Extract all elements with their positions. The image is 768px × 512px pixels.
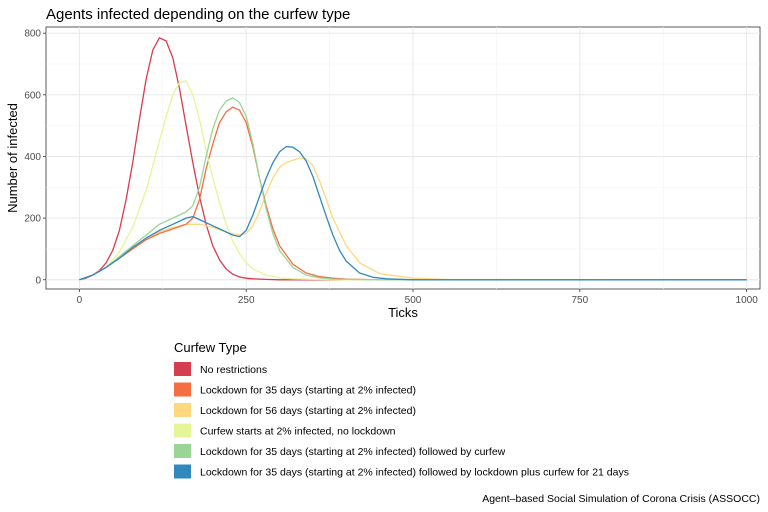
legend-label: Lockdown for 35 days (starting at 2% inf…: [200, 385, 416, 397]
x-axis: 0 250 500 750 1000: [77, 289, 759, 306]
legend-swatch: [174, 444, 191, 458]
y-tick-label: 800: [24, 29, 41, 40]
legend-label: Curfew starts at 2% infected, no lockdow…: [200, 426, 396, 438]
x-tick-label: 0: [77, 295, 83, 306]
legend-swatch: [174, 362, 191, 376]
y-axis: 0 200 400 600 800: [24, 29, 46, 286]
series-line-2: [79, 106, 747, 281]
x-tick-label: 750: [571, 295, 588, 306]
chart-title: Agents infected depending on the curfew …: [46, 6, 350, 23]
y-tick-label: 400: [24, 152, 41, 163]
legend-title: Curfew Type: [174, 340, 247, 355]
y-tick-label: 600: [24, 90, 41, 101]
legend-swatch: [174, 423, 191, 438]
legend-label: Lockdown for 35 days (starting at 2% inf…: [200, 446, 506, 458]
legend-label: Lockdown for 56 days (starting at 2% inf…: [200, 405, 416, 417]
legend-swatch: [174, 464, 191, 479]
legend-swatch: [174, 403, 191, 417]
x-tick-label: 1000: [736, 295, 759, 306]
legend-label: No restrictions: [200, 364, 267, 376]
y-tick-label: 200: [24, 214, 41, 225]
series-line-1: [79, 37, 747, 281]
x-tick-label: 500: [405, 295, 422, 306]
series-line-5: [79, 97, 747, 281]
series-line-4: [79, 80, 747, 281]
legend-swatch: [174, 382, 191, 397]
x-axis-title: Ticks: [388, 305, 418, 320]
caption: Agent–based Social Simulation of Corona …: [482, 493, 760, 505]
legend: No restrictions Lockdown for 35 days (sta…: [174, 362, 629, 479]
y-axis-title: Number of infected: [5, 103, 20, 213]
x-tick-label: 250: [238, 295, 255, 306]
legend-label: Lockdown for 35 days (starting at 2% inf…: [200, 467, 629, 479]
plot-panel: [45, 26, 761, 290]
series-lines: [79, 37, 747, 281]
y-tick-label: 0: [35, 275, 41, 286]
series-line-6: [79, 145, 747, 281]
